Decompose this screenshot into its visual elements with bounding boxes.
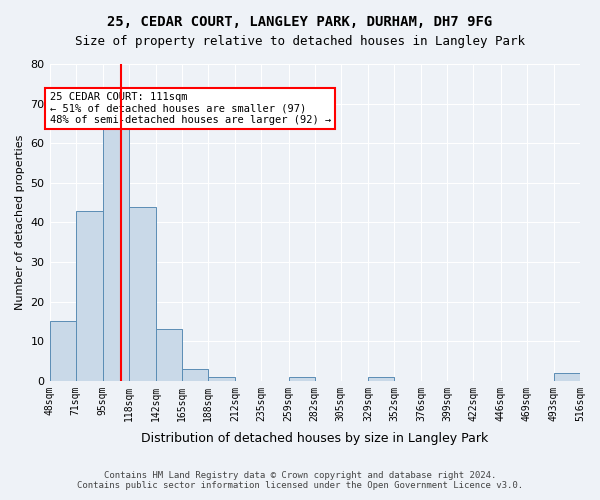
Bar (289, 377, 315, 381)
Text: 25, CEDAR COURT, LANGLEY PARK, DURHAM, DH7 9FG: 25, CEDAR COURT, LANGLEY PARK, DURHAM, D… (107, 15, 493, 29)
Text: Contains HM Land Registry data © Crown copyright and database right 2024.
Contai: Contains HM Land Registry data © Crown c… (77, 470, 523, 490)
Bar (129, 206, 156, 381)
Text: 25 CEDAR COURT: 111sqm
← 51% of detached houses are smaller (97)
48% of semi-det: 25 CEDAR COURT: 111sqm ← 51% of detached… (50, 92, 331, 125)
Bar (368, 377, 394, 381)
Bar (182, 369, 208, 381)
Y-axis label: Number of detached properties: Number of detached properties (15, 134, 25, 310)
Bar (554, 373, 580, 381)
Text: Size of property relative to detached houses in Langley Park: Size of property relative to detached ho… (75, 35, 525, 48)
Bar (103, 116, 129, 381)
X-axis label: Distribution of detached houses by size in Langley Park: Distribution of detached houses by size … (141, 432, 488, 445)
Bar (76, 210, 103, 381)
Bar (156, 330, 182, 381)
Bar (208, 377, 235, 381)
Bar (50, 322, 76, 381)
